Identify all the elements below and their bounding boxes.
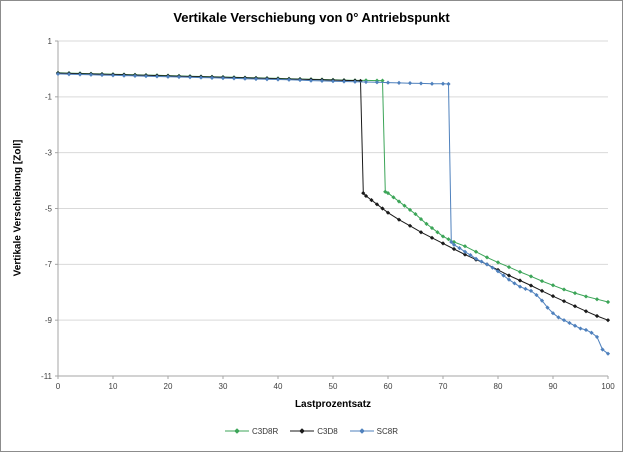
series-markers-C3D8 (55, 71, 611, 323)
x-tick-label: 100 (601, 382, 615, 391)
legend-item-C3D8R: C3D8R (224, 426, 279, 436)
x-tick-label: 10 (109, 382, 118, 391)
series-markers-C3D8R (55, 70, 611, 305)
legend: C3D8R C3D8 SC8R (1, 426, 622, 436)
x-tick-label: 0 (56, 382, 61, 391)
x-tick-label: 60 (384, 382, 393, 391)
series-line-C3D8 (57, 72, 609, 321)
legend-marker-C3D8 (290, 428, 315, 434)
legend-label-C3D8: C3D8 (317, 426, 338, 436)
legend-label-SC8R: SC8R (376, 426, 399, 436)
x-tick-label: 90 (549, 382, 558, 391)
x-axis-title: Lastprozentsatz (294, 399, 372, 410)
x-tick-label: 80 (494, 382, 503, 391)
legend-item-C3D8: C3D8 (290, 426, 338, 436)
x-tick-label: 70 (439, 382, 448, 391)
series-line-C3D8R (57, 72, 609, 303)
y-tick-label: -5 (45, 204, 53, 213)
y-tick-label: -1 (45, 93, 53, 102)
legend-item-SC8R: SC8R (349, 426, 399, 436)
x-tick-label: 50 (329, 382, 338, 391)
x-tick-label: 40 (274, 382, 283, 391)
y-tick-label: -11 (41, 372, 53, 381)
x-tick-label: 20 (164, 382, 173, 391)
y-tick-label: 1 (48, 37, 53, 46)
series-markers-SC8R (55, 71, 611, 356)
legend-marker-C3D8R (224, 428, 249, 434)
y-tick-label: -3 (45, 148, 53, 157)
legend-label-C3D8R: C3D8R (251, 426, 279, 436)
y-tick-label: -9 (45, 316, 53, 325)
series-line-SC8R (57, 73, 609, 355)
y-tick-label: -7 (45, 260, 53, 269)
x-tick-label: 30 (219, 382, 228, 391)
y-axis-title: Vertikale Verschiebung [Zoll] (12, 139, 24, 277)
chart-title: Vertikale Verschiebung von 0° Antriebspu… (173, 10, 450, 25)
legend-marker-SC8R (349, 428, 374, 434)
